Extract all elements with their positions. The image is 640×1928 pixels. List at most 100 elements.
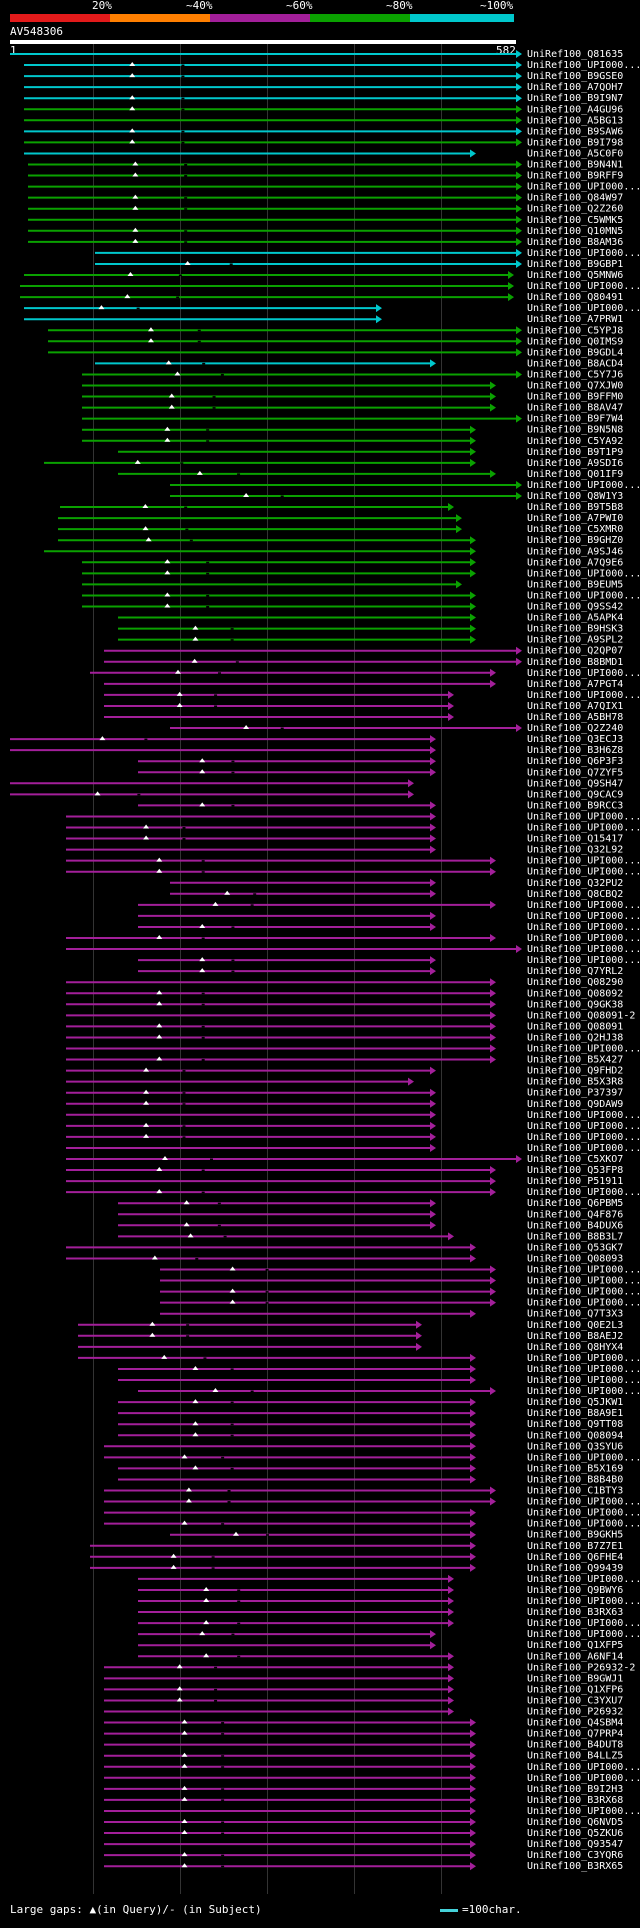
hit-row[interactable]: UniRef100_A7Q9E6 (82, 557, 623, 568)
hit-row[interactable]: UniRef100_UPI000... (118, 1375, 640, 1386)
hit-row[interactable]: UniRef100_P26932-2 (104, 1662, 635, 1673)
hit-row[interactable]: UniRef100_A4GU96 (24, 104, 623, 115)
hit-row[interactable]: UniRef100_Q84W97 (28, 193, 623, 204)
hit-row[interactable]: UniRef100_B9T5B8 (60, 502, 623, 513)
hit-row[interactable]: UniRef100_UPI000... (66, 1121, 640, 1132)
hit-row[interactable]: UniRef100_Q4F876 (118, 1209, 623, 1220)
hit-row[interactable]: UniRef100_B4DUX6 (118, 1220, 623, 1231)
hit-row[interactable]: UniRef100_A5BH78 (104, 712, 623, 723)
hit-row[interactable]: UniRef100_Q7XJW0 (82, 381, 623, 392)
hit-row[interactable]: UniRef100_B4DUT8 (104, 1740, 623, 1751)
hit-row[interactable]: UniRef100_Q5MNW6 (24, 270, 623, 281)
hit-row[interactable]: UniRef100_Q2QP07 (104, 646, 623, 657)
hit-row[interactable]: UniRef100_Q08092 (66, 988, 623, 999)
hit-row[interactable]: UniRef100_UPI000... (66, 944, 640, 955)
hit-row[interactable]: UniRef100_UPI000... (160, 1298, 640, 1309)
hit-row[interactable]: UniRef100_Q10MN5 (28, 226, 623, 237)
hit-row[interactable]: UniRef100_UPI000... (66, 867, 640, 878)
hit-row[interactable]: UniRef100_UPI000... (20, 281, 640, 292)
hit-row[interactable]: UniRef100_A7QIX1 (104, 701, 623, 712)
hit-row[interactable]: UniRef100_B8AEJ2 (78, 1331, 623, 1342)
hit-row[interactable]: UniRef100_UPI000... (104, 690, 640, 701)
hit-row[interactable]: UniRef100_A5C0F0 (24, 148, 623, 159)
hit-row[interactable]: UniRef100_Q2Z260 (28, 204, 623, 215)
hit-row[interactable]: UniRef100_UPI000... (138, 1386, 640, 1397)
hit-row[interactable]: UniRef100_B9I798 (24, 137, 623, 148)
hit-row[interactable]: UniRef100_B8A9E1 (118, 1408, 623, 1419)
hit-row[interactable]: UniRef100_Q4SBM4 (104, 1718, 623, 1729)
hit-row[interactable]: UniRef100_Q08091-2 (66, 1010, 635, 1021)
hit-row[interactable]: UniRef100_B9HSK3 (118, 624, 623, 635)
hit-row[interactable]: UniRef100_B9GHZ0 (58, 535, 623, 546)
hit-row[interactable]: UniRef100_UPI000... (104, 1762, 640, 1773)
hit-row[interactable]: UniRef100_Q9SS42 (82, 602, 623, 613)
hit-row[interactable]: UniRef100_UPI000... (138, 1596, 640, 1607)
hit-row[interactable]: UniRef100_UPI000... (160, 1265, 640, 1276)
hit-row[interactable]: UniRef100_UPI000... (66, 1110, 640, 1121)
hit-row[interactable]: UniRef100_B9GSE0 (24, 71, 623, 82)
hit-row[interactable]: UniRef100_Q3SYU6 (104, 1441, 623, 1452)
hit-row[interactable]: UniRef100_B8ACD4 (95, 358, 623, 369)
hit-row[interactable]: UniRef100_B8B3L7 (118, 1231, 623, 1242)
hit-row[interactable]: UniRef100_Q9FHD2 (66, 1066, 623, 1077)
hit-row[interactable]: UniRef100_Q53FP8 (66, 1165, 623, 1176)
hit-row[interactable]: UniRef100_B9RCC3 (138, 800, 623, 811)
hit-row[interactable]: UniRef100_UPI000... (82, 590, 640, 601)
hit-row[interactable]: UniRef100_Q7YRL2 (138, 966, 623, 977)
hit-row[interactable]: UniRef100_B9N4N1 (28, 160, 623, 171)
hit-row[interactable]: UniRef100_UPI000... (138, 911, 640, 922)
hit-row[interactable]: UniRef100_UPI000... (66, 1143, 640, 1154)
hit-row[interactable]: UniRef100_B9GWJ1 (104, 1673, 623, 1684)
hit-row[interactable]: UniRef100_Q93547 (104, 1839, 623, 1850)
hit-row[interactable]: UniRef100_Q0E2L3 (78, 1320, 623, 1331)
hit-row[interactable]: UniRef100_UPI000... (138, 1574, 640, 1585)
hit-row[interactable]: UniRef100_UPI000... (138, 1629, 640, 1640)
hit-row[interactable]: UniRef100_UPI000... (66, 823, 640, 834)
hit-row[interactable]: UniRef100_Q08290 (66, 977, 623, 988)
hit-row[interactable]: UniRef100_B5X427 (66, 1055, 623, 1066)
hit-row[interactable]: UniRef100_B8BMD1 (104, 657, 623, 668)
hit-row[interactable]: UniRef100_UPI000... (118, 1364, 640, 1375)
hit-row[interactable]: UniRef100_A6NF14 (138, 1651, 623, 1662)
hit-row[interactable]: UniRef100_B9FFM0 (82, 392, 623, 403)
hit-row[interactable]: UniRef100_B9SAW6 (24, 126, 623, 137)
hit-row[interactable]: UniRef100_C3YXU7 (104, 1695, 623, 1706)
hit-row[interactable]: UniRef100_Q8CBQ2 (170, 889, 623, 900)
hit-row[interactable]: UniRef100_Q01IF9 (118, 469, 623, 480)
hit-row[interactable]: UniRef100_Q2HJ38 (66, 1032, 623, 1043)
hit-row[interactable]: UniRef100_B3H6Z8 (10, 745, 623, 756)
hit-row[interactable]: UniRef100_B3RX65 (104, 1861, 623, 1872)
hit-row[interactable]: UniRef100_Q8W1Y3 (170, 491, 623, 502)
hit-row[interactable]: UniRef100_UPI000... (90, 668, 640, 679)
hit-row[interactable]: UniRef100_Q6P3F3 (138, 756, 623, 767)
hit-row[interactable]: UniRef100_Q9TT08 (118, 1419, 623, 1430)
hit-row[interactable]: UniRef100_UPI000... (138, 922, 640, 933)
hit-row[interactable]: UniRef100_UPI000... (104, 1806, 640, 1817)
hit-row[interactable]: UniRef100_A7PRW1 (24, 314, 623, 325)
hit-row[interactable]: UniRef100_B4LLZ5 (104, 1751, 623, 1762)
hit-row[interactable]: UniRef100_B8B4B0 (118, 1474, 623, 1485)
hit-row[interactable]: UniRef100_Q6NVD5 (104, 1817, 623, 1828)
hit-row[interactable]: UniRef100_Q99439 (90, 1563, 623, 1574)
hit-row[interactable]: UniRef100_Q81635 (10, 49, 623, 60)
hit-row[interactable]: UniRef100_Q9SH47 (10, 778, 623, 789)
hit-row[interactable]: UniRef100_Q8HYX4 (78, 1342, 623, 1353)
hit-row[interactable]: UniRef100_UPI000... (28, 182, 640, 193)
hit-row[interactable]: UniRef100_B9RFF9 (28, 171, 623, 182)
hit-row[interactable]: UniRef100_Q9DAW9 (66, 1099, 623, 1110)
hit-row[interactable]: UniRef100_C5YPJ8 (48, 325, 623, 336)
hit-row[interactable]: UniRef100_P37397 (66, 1088, 623, 1099)
hit-row[interactable]: UniRef100_C5XKO7 (66, 1154, 623, 1165)
hit-row[interactable]: UniRef100_B8AM36 (28, 237, 623, 248)
hit-row[interactable]: UniRef100_B8AV47 (82, 403, 623, 414)
hit-row[interactable]: UniRef100_Q1XFP5 (138, 1640, 623, 1651)
hit-row[interactable]: UniRef100_Q08093 (66, 1253, 623, 1264)
hit-row[interactable]: UniRef100_UPI000... (104, 1497, 640, 1508)
hit-row[interactable]: UniRef100_B9I2H3 (104, 1784, 623, 1795)
hit-row[interactable]: UniRef100_B3RX68 (104, 1795, 623, 1806)
hit-row[interactable]: UniRef100_UPI000... (78, 1353, 640, 1364)
hit-row[interactable]: UniRef100_C5XMR0 (58, 524, 623, 535)
hit-row[interactable]: UniRef100_A9SDI6 (44, 458, 623, 469)
hit-row[interactable]: UniRef100_C5YA92 (82, 436, 623, 447)
hit-row[interactable]: UniRef100_UPI000... (66, 1187, 640, 1198)
